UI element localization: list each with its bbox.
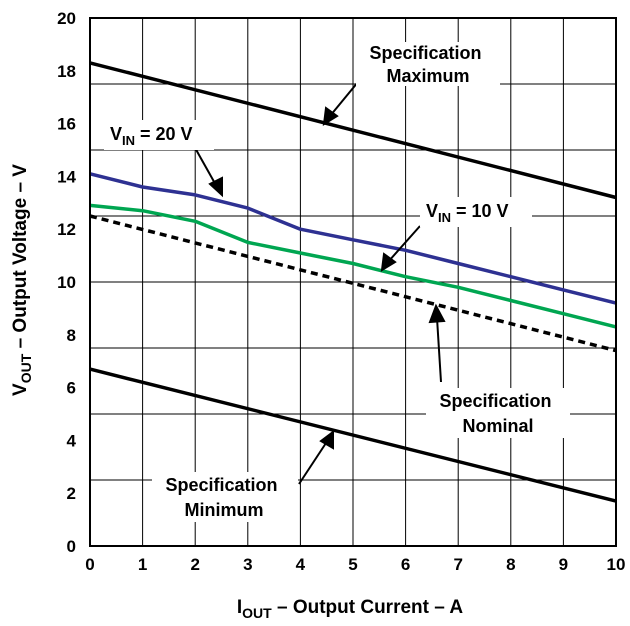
annot-spec-nom-line2: Nominal xyxy=(462,416,533,436)
annot-spec-nom-bg xyxy=(426,388,570,438)
x-tick-label: 0 xyxy=(85,555,94,574)
y-tick-label: 18 xyxy=(57,62,76,81)
series-line-vin20 xyxy=(89,172,617,305)
arrow-vin10-head xyxy=(380,252,397,272)
y-tick-label: 4 xyxy=(67,431,77,450)
y-tick-label: 2 xyxy=(67,484,76,503)
annot-spec-max-line1: Specification xyxy=(369,43,481,63)
y-axis-label-sub: OUT xyxy=(18,353,34,383)
x-tick-label: 6 xyxy=(401,555,410,574)
arrow-vin10 xyxy=(387,225,421,263)
y-tick-label: 14 xyxy=(57,167,76,186)
annot-spec-nom: Specification Nominal xyxy=(439,391,556,436)
annot-vin20-sub: IN xyxy=(122,133,135,148)
y-tick-label: 8 xyxy=(67,326,76,345)
annot-spec-min: Specification Minimum xyxy=(165,475,282,520)
arrow-spec-max xyxy=(329,81,359,117)
x-tick-label: 7 xyxy=(453,555,462,574)
y-tick-label: 12 xyxy=(57,220,76,239)
annot-vin10-rest: = 10 V xyxy=(451,201,509,221)
annot-vin20-main: V xyxy=(110,124,122,144)
annot-spec-min-line1: Specification xyxy=(165,475,277,495)
arrow-spec-nom xyxy=(436,317,442,383)
annot-spec-max-bg xyxy=(356,42,500,86)
x-tick-label: 2 xyxy=(190,555,199,574)
y-axis-label-main: V xyxy=(10,383,31,396)
series-line-spec-nom xyxy=(89,214,617,353)
series-layer xyxy=(89,61,617,503)
series-line-spec-max xyxy=(89,61,617,200)
x-axis-label-main: I xyxy=(237,597,242,618)
arrow-spec-min-head xyxy=(319,430,334,450)
series-line-spec-min xyxy=(89,367,617,503)
x-tick-label: 3 xyxy=(243,555,252,574)
annot-vin20-rest: = 20 V xyxy=(135,124,193,144)
x-tick-label: 10 xyxy=(607,555,626,574)
y-tick-label: 16 xyxy=(57,115,76,134)
annot-vin20: VIN = 20 V xyxy=(110,124,193,148)
arrow-vin20-head xyxy=(208,176,223,198)
annot-spec-nom-line1: Specification xyxy=(439,391,551,411)
annot-vin10-bg xyxy=(420,197,532,227)
annot-vin20-bg xyxy=(104,120,214,150)
x-tick-label: 4 xyxy=(296,555,306,574)
annot-vin10-main: V xyxy=(426,201,438,221)
y-tick-label: 10 xyxy=(57,273,76,292)
y-axis-label: VOUT – Output Voltage – V xyxy=(10,164,34,396)
arrow-spec-max-head xyxy=(322,106,339,126)
arrow-vin20 xyxy=(193,145,218,188)
y-tick-label: 20 xyxy=(57,9,76,28)
annot-vin10: VIN = 10 V xyxy=(426,201,509,225)
plot-frame xyxy=(89,17,617,547)
annot-vin10-sub: IN xyxy=(438,210,451,225)
x-tick-label: 1 xyxy=(138,555,147,574)
x-tick-label: 8 xyxy=(506,555,515,574)
series-line-vin10 xyxy=(89,203,617,329)
x-axis-label-rest: – Output Current – A xyxy=(272,597,464,618)
x-axis-label-sub: OUT xyxy=(242,605,272,621)
x-tick-label: 5 xyxy=(348,555,357,574)
y-axis-label-rest: – Output Voltage – V xyxy=(10,164,31,354)
annot-spec-min-line2: Minimum xyxy=(185,500,264,520)
x-axis-label: IOUT – Output Current – A xyxy=(237,597,464,621)
arrow-spec-min xyxy=(298,439,329,485)
y-tick-label: 0 xyxy=(67,537,76,556)
annot-spec-min-bg xyxy=(152,472,298,522)
y-tick-label: 6 xyxy=(67,379,76,398)
annot-spec-max-line2: Maximum xyxy=(386,66,469,86)
annot-spec-max: Specification Maximum xyxy=(369,43,486,86)
annotation-arrows xyxy=(193,81,446,485)
arrow-spec-nom-head xyxy=(428,303,446,324)
x-tick-label: 9 xyxy=(559,555,568,574)
